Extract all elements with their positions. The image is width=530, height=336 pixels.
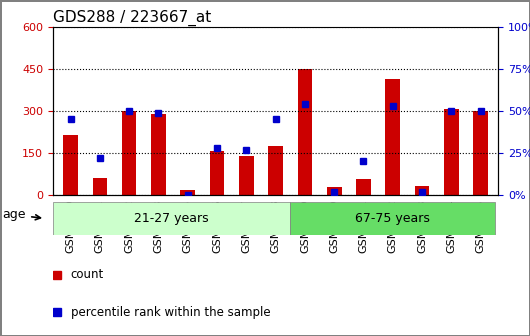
Bar xyxy=(297,69,312,195)
Bar xyxy=(473,111,488,195)
Bar xyxy=(180,190,195,195)
Bar xyxy=(239,156,254,195)
Bar xyxy=(327,187,341,195)
FancyBboxPatch shape xyxy=(290,202,495,235)
Text: count: count xyxy=(71,268,104,281)
Bar xyxy=(63,135,78,195)
Text: age: age xyxy=(3,208,40,221)
Bar xyxy=(444,110,458,195)
Bar xyxy=(356,179,371,195)
Bar xyxy=(122,111,137,195)
Bar xyxy=(210,152,224,195)
Text: 21-27 years: 21-27 years xyxy=(134,212,209,225)
Bar xyxy=(151,114,166,195)
Bar xyxy=(93,178,107,195)
Bar xyxy=(268,146,283,195)
FancyBboxPatch shape xyxy=(53,202,290,235)
Text: 67-75 years: 67-75 years xyxy=(355,212,430,225)
Bar xyxy=(385,79,400,195)
Bar xyxy=(414,186,429,195)
Text: GDS288 / 223667_at: GDS288 / 223667_at xyxy=(53,9,211,26)
Text: percentile rank within the sample: percentile rank within the sample xyxy=(71,306,270,319)
